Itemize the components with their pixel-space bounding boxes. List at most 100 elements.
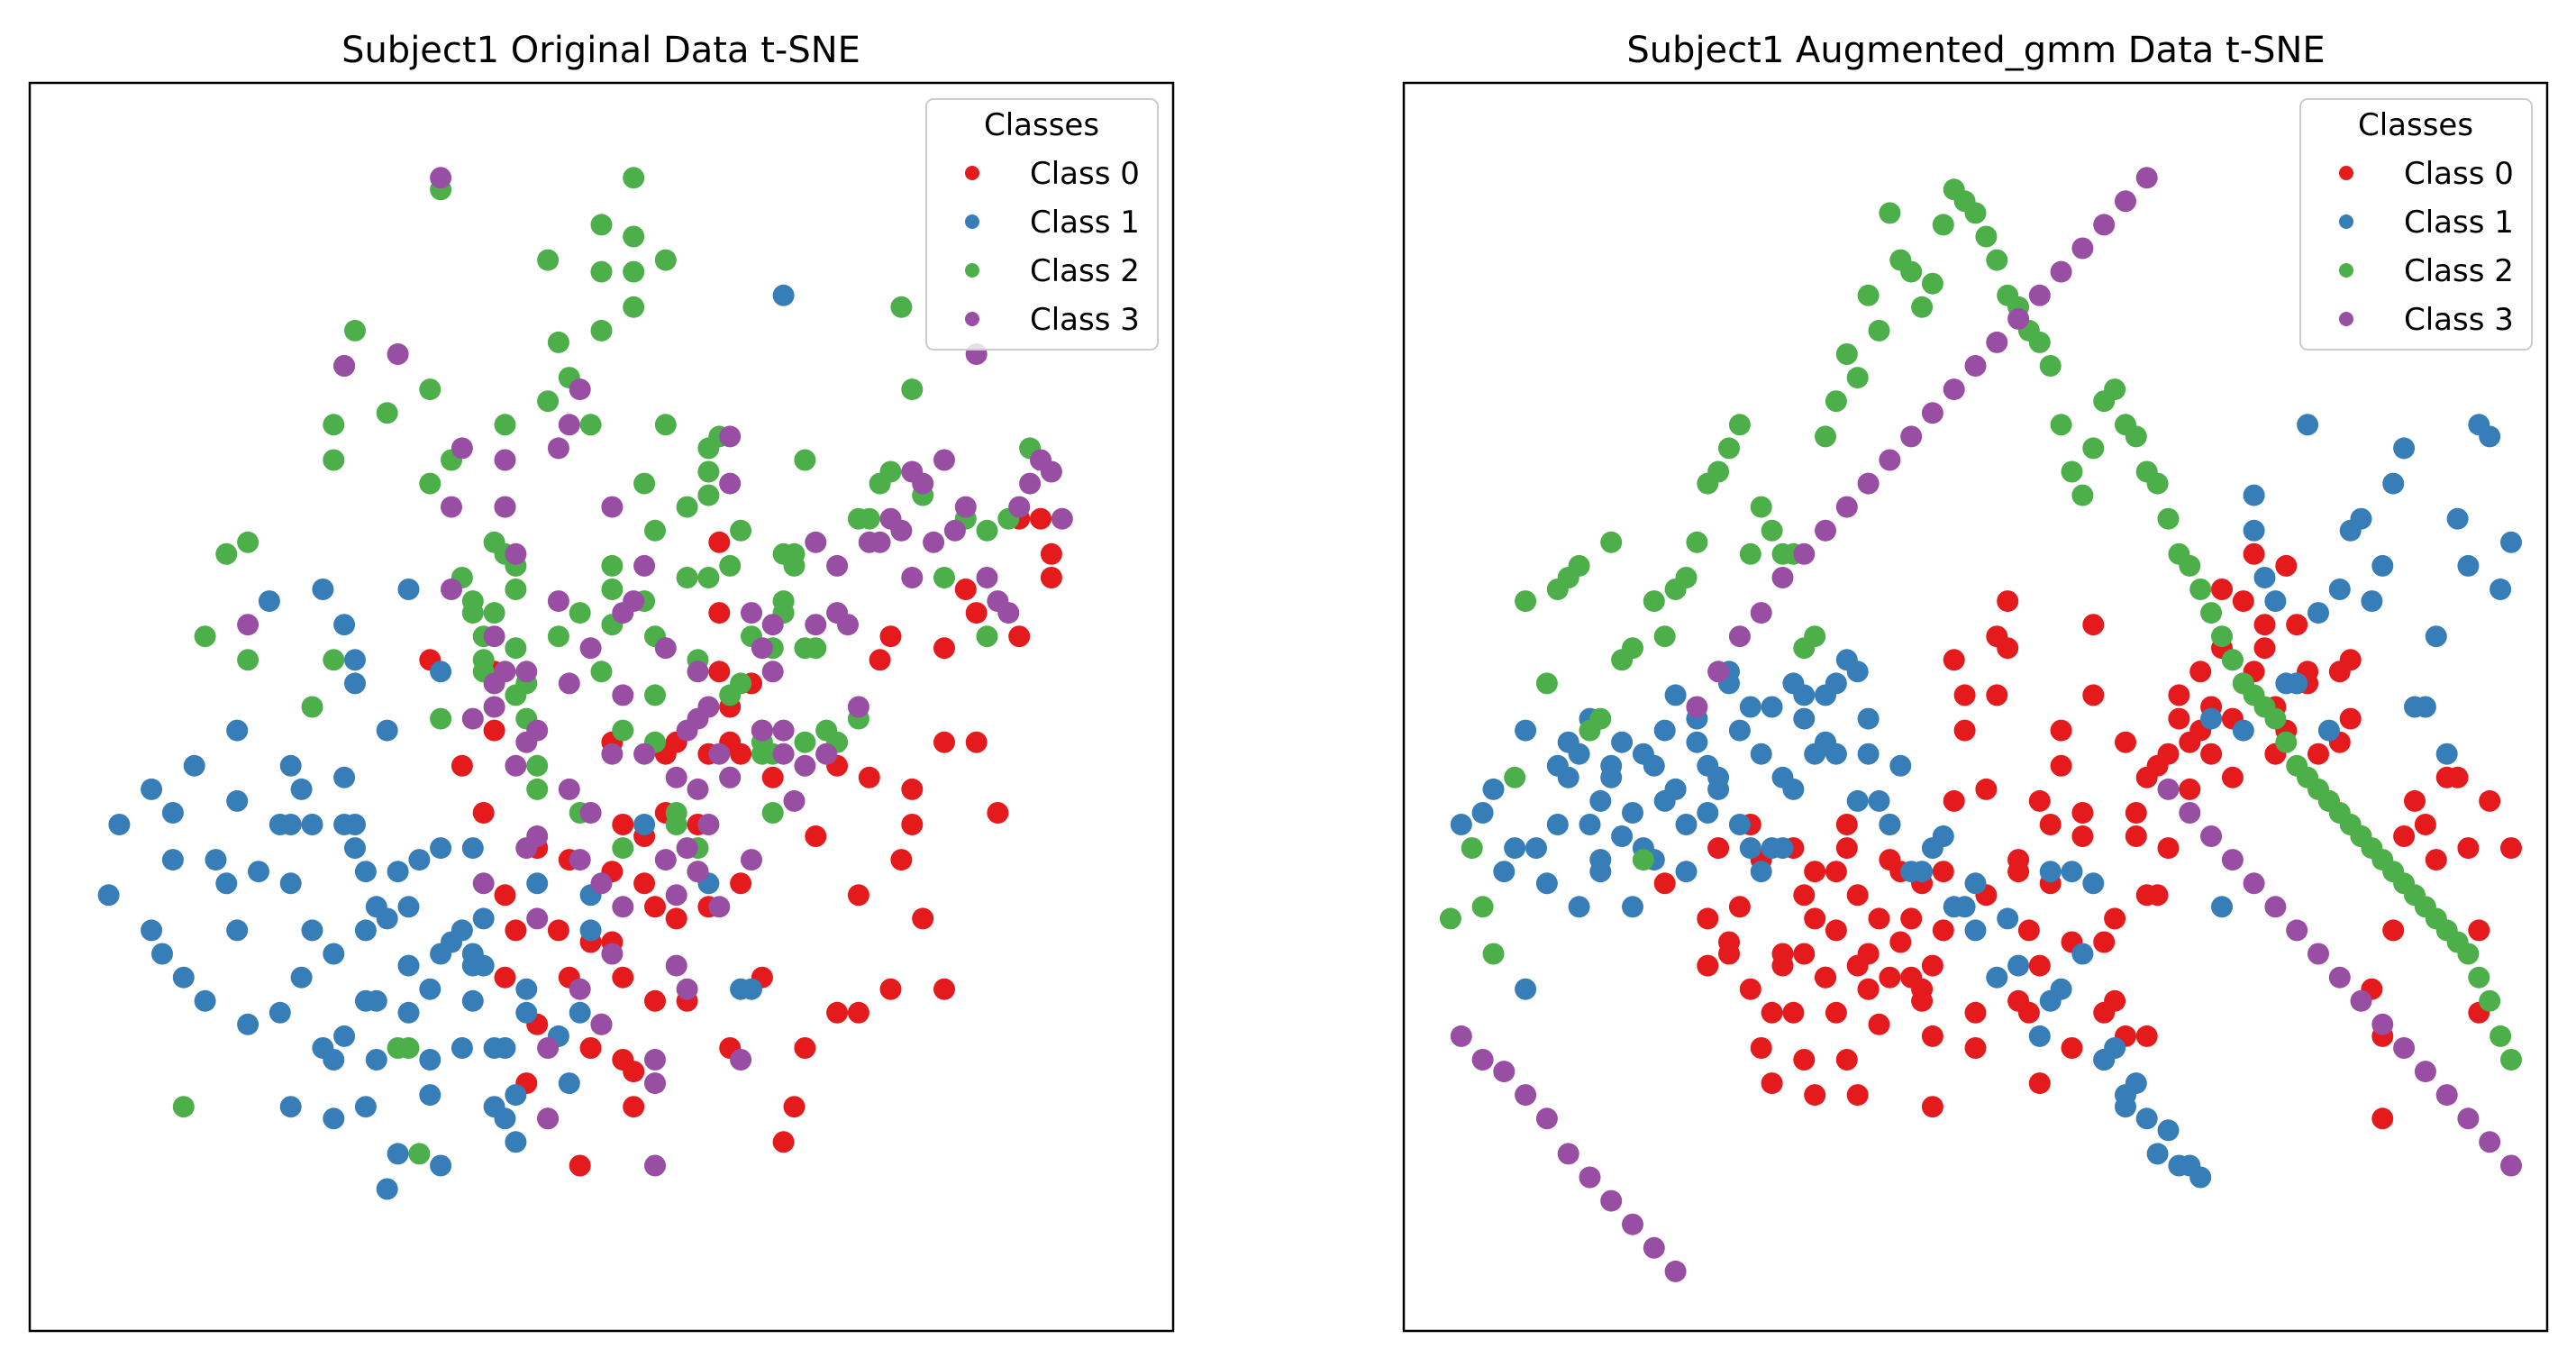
scatter-point-class-0 xyxy=(2071,825,2094,847)
scatter-point-class-1 xyxy=(430,661,452,683)
scatter-point-class-2 xyxy=(2200,602,2223,624)
scatter-point-class-0 xyxy=(2028,789,2051,812)
scatter-point-class-2 xyxy=(1686,531,1708,553)
scatter-point-class-1 xyxy=(1546,814,1569,835)
scatter-point-class-0 xyxy=(1975,778,1998,800)
scatter-point-class-2 xyxy=(1653,625,1676,648)
scatter-point-class-0 xyxy=(2253,637,2276,660)
scatter-point-class-0 xyxy=(1008,625,1031,648)
scatter-point-class-3 xyxy=(1707,661,1730,683)
scatter-point-class-1 xyxy=(344,837,366,860)
scatter-point-class-1 xyxy=(1525,837,1547,860)
scatter-point-class-3 xyxy=(697,814,720,835)
scatter-point-class-3 xyxy=(794,754,816,777)
chart-left: Subject1 Original Data t-SNE Classes Cla… xyxy=(28,30,1175,1333)
scatter-point-class-3 xyxy=(2071,237,2094,260)
scatter-point-class-2 xyxy=(376,402,398,424)
scatter-point-class-0 xyxy=(772,1131,795,1153)
scatter-point-class-1 xyxy=(2200,707,2223,730)
scatter-point-class-1 xyxy=(1664,684,1687,706)
scatter-point-class-1 xyxy=(472,907,495,930)
scatter-point-class-2 xyxy=(1568,554,1590,577)
scatter-point-class-0 xyxy=(933,637,955,660)
scatter-point-class-1 xyxy=(2286,672,2308,695)
scatter-point-class-1 xyxy=(2211,896,2233,918)
scatter-point-class-3 xyxy=(923,531,945,553)
scatter-point-class-1 xyxy=(472,954,495,977)
scatter-point-class-1 xyxy=(397,954,420,977)
scatter-point-class-1 xyxy=(1697,802,1719,824)
scatter-point-class-1 xyxy=(2479,425,2501,448)
scatter-point-class-3 xyxy=(579,802,602,824)
scatter-point-class-3 xyxy=(1943,378,1965,401)
scatter-point-class-1 xyxy=(141,778,163,800)
scatter-point-class-3 xyxy=(751,637,773,660)
scatter-point-class-3 xyxy=(1579,1166,1601,1189)
scatter-point-class-1 xyxy=(1879,814,1901,835)
chart-title: Subject1 Augmented_gmm Data t-SNE xyxy=(1626,30,2325,71)
scatter-point-class-0 xyxy=(2232,590,2254,613)
scatter-point-class-2 xyxy=(2468,966,2490,989)
scatter-point-class-2 xyxy=(633,472,656,495)
scatter-point-class-2 xyxy=(569,602,591,624)
scatter-point-class-3 xyxy=(1622,1213,1643,1235)
scatter-point-class-3 xyxy=(2414,1061,2436,1083)
scatter-point-class-3 xyxy=(901,567,924,588)
scatter-point-class-1 xyxy=(1953,896,1976,918)
legend-label-class-2: Class 2 xyxy=(2404,253,2514,289)
scatter-point-class-1 xyxy=(1750,861,1772,883)
legend-marker-class-0 xyxy=(2339,166,2353,180)
scatter-point-class-2 xyxy=(237,531,259,553)
scatter-point-class-0 xyxy=(933,731,955,753)
scatter-point-class-1 xyxy=(1793,684,1816,706)
scatter-point-class-3 xyxy=(430,167,452,189)
scatter-point-class-2 xyxy=(1900,260,1923,283)
scatter-point-class-3 xyxy=(1879,449,1901,471)
scatter-point-class-0 xyxy=(2275,554,2298,577)
scatter-point-class-0 xyxy=(665,907,687,930)
scatter-point-class-1 xyxy=(397,896,420,918)
scatter-point-class-0 xyxy=(879,978,902,1000)
legend-label-class-0: Class 0 xyxy=(2404,156,2514,192)
scatter-point-class-1 xyxy=(333,1025,356,1047)
scatter-point-class-2 xyxy=(1804,625,1826,648)
scatter-point-class-1 xyxy=(505,1131,527,1153)
scatter-point-class-1 xyxy=(301,919,323,942)
scatter-point-class-0 xyxy=(2028,954,2051,977)
scatter-point-class-3 xyxy=(954,496,977,518)
scatter-point-class-0 xyxy=(2243,542,2265,565)
scatter-point-class-0 xyxy=(2104,989,2126,1012)
scatter-point-class-1 xyxy=(1911,861,1934,883)
scatter-point-class-1 xyxy=(2253,567,2276,588)
scatter-point-class-3 xyxy=(494,496,516,518)
scatter-point-class-0 xyxy=(869,649,891,671)
scatter-point-class-3 xyxy=(2135,167,2158,189)
scatter-point-class-3 xyxy=(687,661,709,683)
scatter-point-class-3 xyxy=(526,719,549,742)
scatter-point-class-3 xyxy=(537,1037,560,1059)
scatter-point-class-2 xyxy=(1846,367,1869,389)
scatter-point-class-2 xyxy=(323,414,345,436)
scatter-point-class-3 xyxy=(558,778,580,800)
scatter-point-class-0 xyxy=(2286,614,2308,636)
scatter-point-class-1 xyxy=(1515,719,1537,742)
scatter-point-class-2 xyxy=(901,378,924,401)
scatter-point-class-0 xyxy=(933,978,955,1000)
scatter-point-class-3 xyxy=(237,614,259,636)
scatter-point-class-2 xyxy=(2189,579,2212,600)
scatter-point-class-0 xyxy=(1835,814,1858,835)
scatter-point-class-2 xyxy=(461,590,484,613)
scatter-point-class-2 xyxy=(2050,414,2072,436)
scatter-point-class-0 xyxy=(451,754,473,777)
scatter-point-class-1 xyxy=(323,1107,345,1130)
legend-marker-class-0 xyxy=(965,166,979,180)
scatter-point-class-2 xyxy=(1515,590,1537,613)
scatter-point-class-2 xyxy=(397,1037,420,1059)
scatter-point-class-1 xyxy=(1707,778,1730,800)
scatter-point-class-3 xyxy=(483,625,505,648)
scatter-point-class-3 xyxy=(772,719,795,742)
scatter-point-class-1 xyxy=(515,978,538,1000)
scatter-point-class-0 xyxy=(1728,896,1751,918)
scatter-point-class-1 xyxy=(376,907,398,930)
scatter-point-class-3 xyxy=(665,954,687,977)
